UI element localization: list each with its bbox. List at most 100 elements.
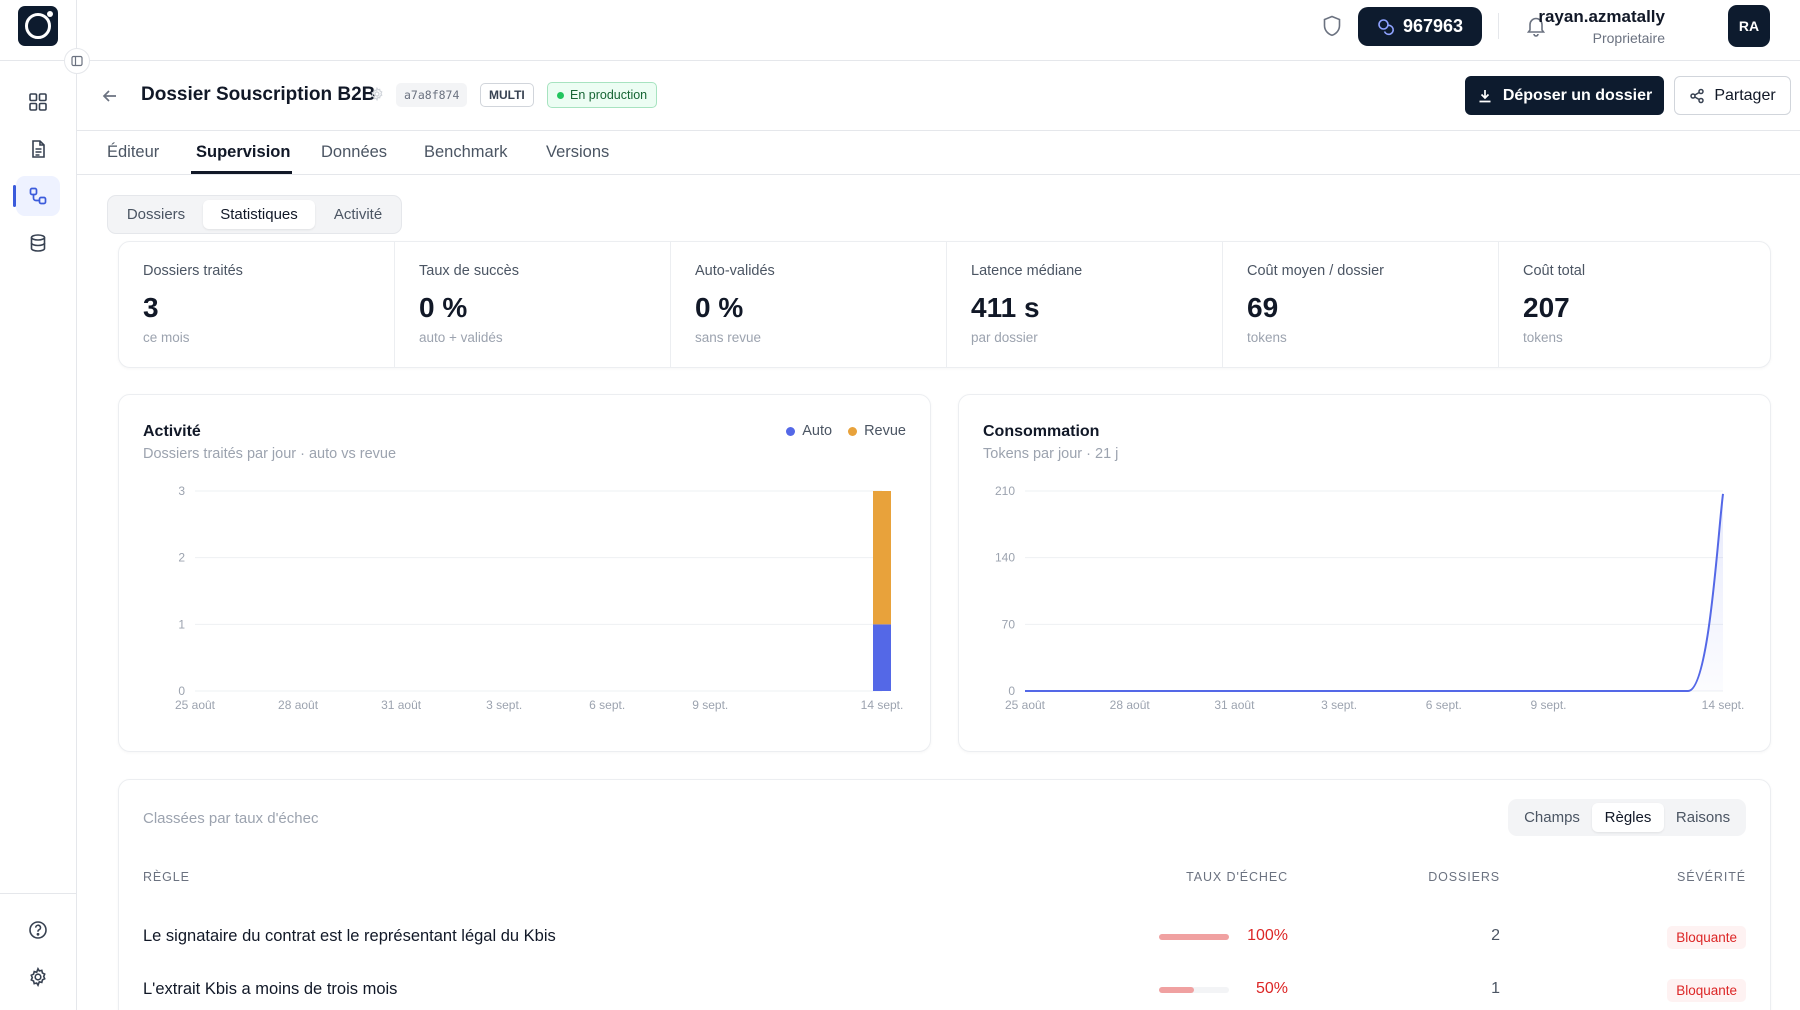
token-count: 967963: [1402, 16, 1464, 36]
nav-active-indicator: [13, 185, 16, 207]
security-button[interactable]: [1318, 12, 1346, 40]
topbar-divider: [0, 60, 1800, 61]
kpi-cout-total: Coût total 207 tokens: [1499, 242, 1770, 367]
page-title: Dossier Souscription B2B: [141, 84, 376, 105]
header-divider: [77, 130, 1800, 131]
subtab-statistiques[interactable]: Statistiques: [203, 200, 315, 229]
y-tick-label: 2: [178, 551, 185, 565]
x-tick-label: 9 sept.: [692, 698, 728, 712]
kpi-sub: sans revue: [695, 330, 762, 345]
tabs-divider: [77, 174, 1800, 175]
subtab-activite[interactable]: Activité: [333, 206, 383, 223]
status-badge: En production: [547, 82, 658, 108]
kpi-value: 69: [1247, 292, 1279, 323]
activity-chart: 0 1 2 3 25 août 28 août 31 août 3 sept. 6 sept. 9…: [175, 484, 904, 712]
bell-icon: [1526, 17, 1546, 37]
activity-chart-subtitle: Dossiers traités par jour · auto vs revu…: [143, 446, 397, 462]
kpi-taux-succes: Taux de succès 0 % auto + validés: [395, 242, 671, 367]
segment-raisons[interactable]: Raisons: [1675, 809, 1731, 826]
x-tick-label: 3 sept.: [1321, 698, 1357, 712]
logo-dot: [47, 11, 53, 17]
sidebar-panel-icon: [71, 55, 83, 67]
user-name: rayan.azmatally: [1538, 7, 1665, 26]
table-row[interactable]: L'extrait Kbis a moins de trois mois 50%…: [119, 970, 1770, 1010]
kpi-summary: Dossiers traités 3 ce mois Taux de succè…: [118, 241, 1771, 368]
tab-supervision[interactable]: Supervision: [196, 143, 291, 161]
consumption-chart-card: Consommation Tokens par jour · 21 j 0 70 1…: [958, 394, 1771, 752]
upload-dossier-button[interactable]: Déposer un dossier: [1465, 76, 1664, 115]
activity-chart-title: Activité: [143, 423, 201, 440]
status-dot: [557, 91, 564, 99]
rule-name: L'extrait Kbis a moins de trois mois: [143, 980, 398, 998]
segment-regles[interactable]: Règles: [1592, 803, 1664, 832]
bar-auto: [873, 624, 891, 691]
x-tick-label: 31 août: [1214, 698, 1255, 712]
user-role: Proprietaire: [1592, 30, 1665, 46]
kpi-value: 3: [143, 292, 159, 323]
rules-table-card: Classées par taux d'échec Champs Règles …: [118, 779, 1771, 1010]
nav-settings[interactable]: [16, 957, 60, 997]
tab-benchmark[interactable]: Benchmark: [424, 143, 508, 161]
avatar[interactable]: RA: [1728, 5, 1770, 47]
title-settings-icon[interactable]: [370, 86, 384, 106]
kpi-value: 207: [1523, 292, 1570, 323]
back-button[interactable]: [98, 84, 122, 108]
segment-champs[interactable]: Champs: [1524, 809, 1580, 826]
y-tick-label: 3: [178, 484, 185, 498]
kpi-label: Coût moyen / dossier: [1247, 263, 1385, 279]
share-label: Partager: [1714, 86, 1776, 104]
subtab-dossiers[interactable]: Dossiers: [126, 206, 186, 223]
x-tick-label: 14 sept.: [861, 698, 904, 712]
nav-documents[interactable]: [16, 129, 60, 169]
x-tick-label: 3 sept.: [486, 698, 522, 712]
consumption-area: [1025, 493, 1723, 691]
nav-workflows[interactable]: [16, 176, 60, 216]
download-icon: [1479, 89, 1491, 102]
id-badge: a7a8f874: [396, 83, 468, 107]
app-logo[interactable]: [18, 6, 58, 46]
tab-versions[interactable]: Versions: [546, 143, 610, 161]
database-icon: [30, 234, 46, 252]
status-label: En production: [570, 88, 648, 102]
legend-item-auto: Auto: [786, 423, 832, 439]
nav-dashboard[interactable]: [16, 82, 60, 122]
tab-data[interactable]: Données: [321, 143, 388, 161]
rule-name: Le signataire du contrat est le représen…: [143, 927, 556, 945]
column-header-rate[interactable]: Taux d'échec: [1186, 870, 1288, 884]
legend-label-auto: Auto: [802, 423, 833, 439]
token-balance[interactable]: 967963: [1358, 7, 1482, 46]
column-header-rule[interactable]: Règle: [143, 870, 190, 884]
failure-rate: 100%: [1247, 927, 1288, 944]
type-badge: MULTI: [480, 83, 534, 107]
consumption-line: [1025, 493, 1724, 692]
x-tick-label: 25 août: [175, 698, 216, 712]
y-tick-label: 0: [178, 684, 185, 698]
y-tick-label: 140: [995, 551, 1015, 565]
table-row[interactable]: Le signataire du contrat est le représen…: [119, 917, 1770, 967]
nav-help[interactable]: [16, 910, 60, 950]
gear-icon: [30, 967, 46, 987]
column-header-severity[interactable]: Sévérité: [1676, 870, 1746, 884]
kpi-sub: tokens: [1247, 330, 1287, 345]
share-icon: [1690, 88, 1705, 103]
activity-chart-legend: Auto Revue: [786, 423, 906, 439]
kpi-label: Coût total: [1523, 263, 1586, 279]
share-button[interactable]: Partager: [1674, 76, 1791, 115]
upload-dossier-label: Déposer un dossier: [1502, 86, 1653, 104]
x-tick-label: 9 sept.: [1530, 698, 1566, 712]
consumption-chart-subtitle: Tokens par jour · 21 j: [983, 446, 1119, 462]
sidebar-collapse-button[interactable]: [64, 48, 90, 74]
consumption-chart-title: Consommation: [983, 423, 1100, 440]
sidebar-divider: [0, 893, 77, 894]
kpi-label: Taux de succès: [419, 263, 519, 279]
x-tick-label: 28 août: [1110, 698, 1151, 712]
column-header-count[interactable]: Dossiers: [1428, 870, 1500, 884]
y-tick-label: 1: [178, 617, 185, 631]
tab-editor[interactable]: Éditeur: [107, 143, 160, 161]
notifications-button[interactable]: [1522, 12, 1550, 40]
kpi-cout-moyen: Coût moyen / dossier 69 tokens: [1223, 242, 1499, 367]
legend-swatch-auto: [786, 426, 796, 436]
y-tick-label: 210: [995, 484, 1015, 498]
kpi-auto-valides: Auto-validés 0 % sans revue: [671, 242, 947, 367]
nav-database[interactable]: [16, 223, 60, 263]
